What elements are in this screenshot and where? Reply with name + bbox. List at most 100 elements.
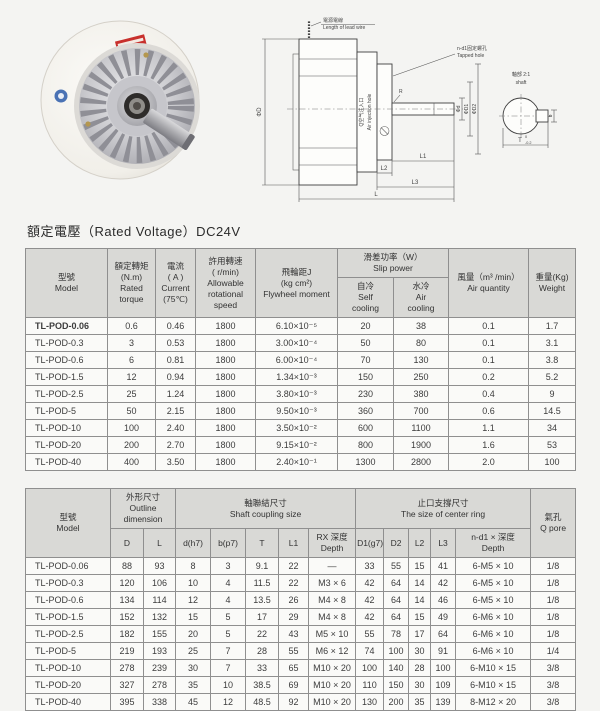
table-cell: 14.5 <box>528 402 576 421</box>
col-header-L1: L1 <box>278 528 309 559</box>
col-header-model: 型號 Model <box>25 247 108 319</box>
table-cell: 600 <box>337 419 394 438</box>
table-cell: 50 <box>337 334 394 353</box>
table-cell: 3.00×10⁻⁴ <box>255 334 338 353</box>
table-cell: 6-M6 × 10 <box>455 608 532 627</box>
table-cell: 0.6 <box>448 402 529 421</box>
table-cell: 278 <box>143 676 176 695</box>
table-cell: 3/8 <box>530 676 577 695</box>
table-cell: 42 <box>355 591 385 610</box>
table-cell: 230 <box>337 385 394 404</box>
table-cell: 80 <box>393 334 449 353</box>
dim-tolerance-bottom: -0.2 <box>525 141 532 145</box>
face-screw <box>143 52 149 58</box>
table-row: TL-POD-0.6 134 114 12 4 13.5 26 M4 × 8 42 64 14 46 6… <box>25 591 577 610</box>
table-cell: 0.1 <box>448 334 529 353</box>
ratings-table-body: TL-POD-0.06 0.6 0.46 1800 6.10×10⁻⁵ 20 38 0.1 1.… <box>25 317 576 472</box>
col-header-center-ring: 止口支撐尺寸 The size of center ring <box>355 488 532 530</box>
table-cell: 100 <box>528 453 576 472</box>
table-cell: 250 <box>393 368 449 387</box>
table-cell: 12 <box>175 591 211 610</box>
table-cell: 38.5 <box>245 676 279 695</box>
lead-wire-label-en: Length of lead wire <box>323 25 365 31</box>
dim-label-T: T <box>518 138 522 144</box>
table-cell: 278 <box>110 659 144 678</box>
col-header-q-pore: 氣孔 Q pore <box>530 488 577 559</box>
table-cell: 28 <box>408 659 432 678</box>
col-header-flywheel-moment: 飛輪距J (kg cm²) Flywheel moment <box>255 247 338 319</box>
table-cell: 219 <box>110 642 144 661</box>
table-cell: 0.1 <box>448 317 529 336</box>
table-cell: 64 <box>383 574 410 593</box>
dim-label-L2: L2 <box>381 166 388 172</box>
table-row: TL-POD-0.06 0.6 0.46 1800 6.10×10⁻⁵ 20 38 0.1 1.… <box>25 317 576 336</box>
table-cell: 1.7 <box>528 317 576 336</box>
table-cell: 91 <box>430 642 457 661</box>
table-cell: 100 <box>383 642 410 661</box>
table-cell: TL-POD-0.3 <box>25 334 108 353</box>
table-cell: 55 <box>278 642 309 661</box>
table-cell: M6 × 12 <box>307 642 357 661</box>
housing-section <box>298 38 358 186</box>
table-cell: 132 <box>143 608 176 627</box>
table-cell: 34 <box>528 419 576 438</box>
table-cell: 1/8 <box>530 591 577 610</box>
table-cell: 70 <box>337 351 394 370</box>
table-cell: 3/8 <box>530 659 577 678</box>
table-cell: TL-POD-0.6 <box>25 591 111 610</box>
table-row: TL-POD-20 327 278 35 10 38.5 69 M10 × 20 110 150 3… <box>25 676 577 695</box>
table-cell: 1.1 <box>448 419 529 438</box>
col-header-RX-depth: RX 深度 Depth <box>307 528 357 559</box>
brand-logo-inner <box>58 93 64 99</box>
table-cell: 35 <box>408 693 432 711</box>
shaft-center <box>133 102 141 110</box>
table-cell: M3 × 6 <box>307 574 357 593</box>
table-cell: 1800 <box>195 317 256 336</box>
table-cell: 2.40 <box>155 419 196 438</box>
table-cell: 2.40×10⁻¹ <box>255 453 338 472</box>
table-cell: 152 <box>110 608 144 627</box>
table-cell: TL-POD-0.06 <box>25 317 108 336</box>
table-cell: 1/8 <box>530 574 577 593</box>
table-cell: 28 <box>245 642 279 661</box>
table-row: TL-POD-10 278 239 30 7 33 65 M10 × 20 100 140 28 10… <box>25 659 577 678</box>
dim-label-phiD: ΦD <box>257 107 263 117</box>
table-cell: M4 × 8 <box>307 608 357 627</box>
table-cell: 1800 <box>195 368 256 387</box>
table-cell: 7 <box>210 659 246 678</box>
table-cell: 11.5 <box>245 574 279 593</box>
table-cell: 100 <box>430 659 457 678</box>
table-cell: 6-M6 × 10 <box>455 625 532 644</box>
dim-label-phiD1: ΦD1 <box>464 104 470 115</box>
table-cell: TL-POD-40 <box>25 693 111 711</box>
table-cell: 155 <box>143 625 176 644</box>
table-cell: 17 <box>408 625 432 644</box>
table-cell: 9.15×10⁻² <box>255 436 338 455</box>
table-cell: 14 <box>408 574 432 593</box>
table-row: TL-POD-20 200 2.70 1800 9.15×10⁻² 800 1900 1.6 5… <box>25 436 576 455</box>
keyway <box>535 109 549 123</box>
table-cell: 64 <box>430 625 457 644</box>
table-cell: TL-POD-10 <box>25 659 111 678</box>
table-cell: 800 <box>337 436 394 455</box>
table-cell: TL-POD-20 <box>25 676 111 695</box>
col-header-current: 電流 ( A ) Current (75℃) <box>155 247 196 319</box>
table-cell: 150 <box>337 368 394 387</box>
table-cell: 130 <box>393 351 449 370</box>
table-cell: 55 <box>383 557 410 576</box>
table-cell: 1800 <box>195 436 256 455</box>
table-cell: 110 <box>355 676 385 695</box>
table-cell: 25 <box>107 385 156 404</box>
table-cell: 25 <box>175 642 211 661</box>
table-cell: M4 × 8 <box>307 591 357 610</box>
table-cell: 1.24 <box>155 385 196 404</box>
table-cell: 1800 <box>195 402 256 421</box>
table-cell: 88 <box>110 557 144 576</box>
table-cell: 140 <box>383 659 410 678</box>
col-header-D: D <box>110 528 144 559</box>
table-cell: 3.8 <box>528 351 576 370</box>
table-cell: 6.10×10⁻⁵ <box>255 317 338 336</box>
table-row: TL-POD-1.5 12 0.94 1800 1.34×10⁻³ 150 250 0.2 5.… <box>25 368 576 387</box>
table-cell: 4 <box>210 574 246 593</box>
table-cell: 338 <box>143 693 176 711</box>
